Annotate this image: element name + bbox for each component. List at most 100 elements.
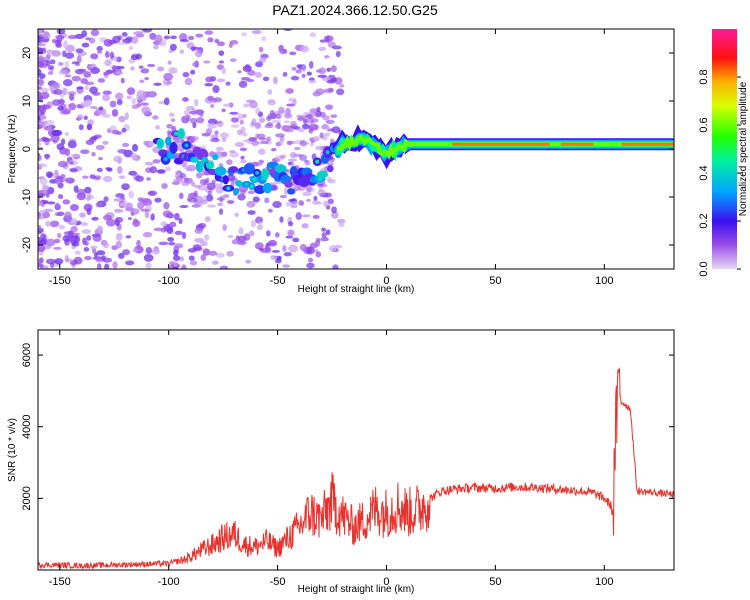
heatmap-cell [243,163,256,175]
heatmap-cell [117,148,128,154]
heatmap-cell [283,113,293,119]
heatmap-cell [144,76,149,81]
x-tick-label: -150 [49,275,71,287]
heatmap-cell [85,99,93,106]
heatmap-cell [279,154,287,159]
heatmap-cell [38,216,45,220]
heatmap-cell [321,227,326,232]
heatmap-cell [78,68,87,73]
heatmap-cell [86,123,93,131]
heatmap-cell [240,155,245,160]
heatmap-cell [90,53,99,60]
heatmap-cell [324,104,334,110]
heatmap-cell [190,135,199,142]
heatmap-cell [306,198,312,202]
heatmap-cell [207,122,217,129]
heatmap-cell [245,259,252,264]
heatmap-cell [57,62,64,66]
heatmap-cell [154,34,163,43]
heatmap-cell [208,250,218,256]
heatmap-cell [83,203,93,212]
heatmap-cell [106,167,113,172]
colorbar-tick-label: 0.8 [698,69,710,84]
heatmap-cell [249,184,254,189]
heatmap-cell [258,221,263,229]
heatmap-cell [264,197,270,204]
heatmap-cell [38,163,48,168]
heatmap-cell [44,153,50,160]
heatmap-cell [262,76,270,82]
heatmap-cell [339,83,345,88]
heatmap-cell [174,243,184,249]
heatmap-cell [138,65,144,69]
heatmap-cell [222,175,229,185]
heatmap-cell [295,212,302,220]
heatmap-cell [104,263,110,269]
heatmap-cell [133,31,143,36]
heatmap-cell [202,248,211,256]
heatmap-cell [275,133,285,138]
heatmap-cell [44,138,52,143]
heatmap-cell [315,88,325,95]
heatmap-cell [319,39,327,43]
heatmap-cell [312,214,320,219]
heatmap-cell [169,141,178,154]
heatmap-cell [38,73,46,79]
heatmap-cell [314,239,321,247]
heatmap-cell [113,155,123,163]
heatmap-cell [301,73,306,79]
heatmap-cell [95,144,105,151]
heatmap-cell [113,198,123,202]
heatmap-cell [78,124,84,131]
heatmap-cell [121,127,127,133]
heatmap-cell [226,250,234,257]
heatmap-cell [155,125,160,130]
heatmap-cell [192,244,202,251]
heatmap-cell [300,45,309,53]
heatmap-cell [97,78,106,83]
heatmap-cell [203,60,211,64]
heatmap-cell [255,216,264,224]
heatmap-cell [58,98,65,107]
heatmap-cell [137,201,145,210]
heatmap-cell [104,59,112,67]
heatmap-cell [192,122,197,129]
heatmap-cell [205,194,214,202]
heatmap-cell [271,249,280,253]
heatmap-x-label: Height of straight line (km) [298,284,415,295]
heatmap-cell [146,177,151,181]
heatmap-cell [165,166,171,172]
heatmap-cell [218,208,224,215]
heatmap-cell [53,246,62,251]
heatmap-cell [239,119,244,125]
heatmap-cell [153,82,162,86]
heatmap-cell [324,55,330,59]
heatmap-cell [270,255,278,261]
heatmap-cell [179,204,189,209]
heatmap-cell [328,156,335,163]
heatmap-cell [330,65,337,73]
heatmap-cell [194,49,203,58]
heatmap-cell [181,97,190,102]
heatmap-cell [226,200,235,204]
heatmap-cell [117,166,123,174]
heatmap-cell [137,197,144,202]
heatmap-cell [315,251,322,258]
heatmap-cell [73,232,80,236]
heatmap-cell [328,245,337,252]
heatmap-cell [76,86,84,90]
heatmap-cell [57,160,68,168]
heatmap-cell [157,66,165,72]
heatmap-cell [264,123,274,129]
heatmap-cell [314,201,323,205]
heatmap-cell [179,33,188,41]
heatmap-cell [122,142,130,148]
heatmap-cell [194,98,199,107]
heatmap-cell [112,35,121,44]
heatmap-cell [258,247,264,252]
heatmap-cell [182,163,188,169]
heatmap-cell [325,119,335,124]
heatmap-cell [115,92,124,100]
heatmap-cell [115,232,123,241]
